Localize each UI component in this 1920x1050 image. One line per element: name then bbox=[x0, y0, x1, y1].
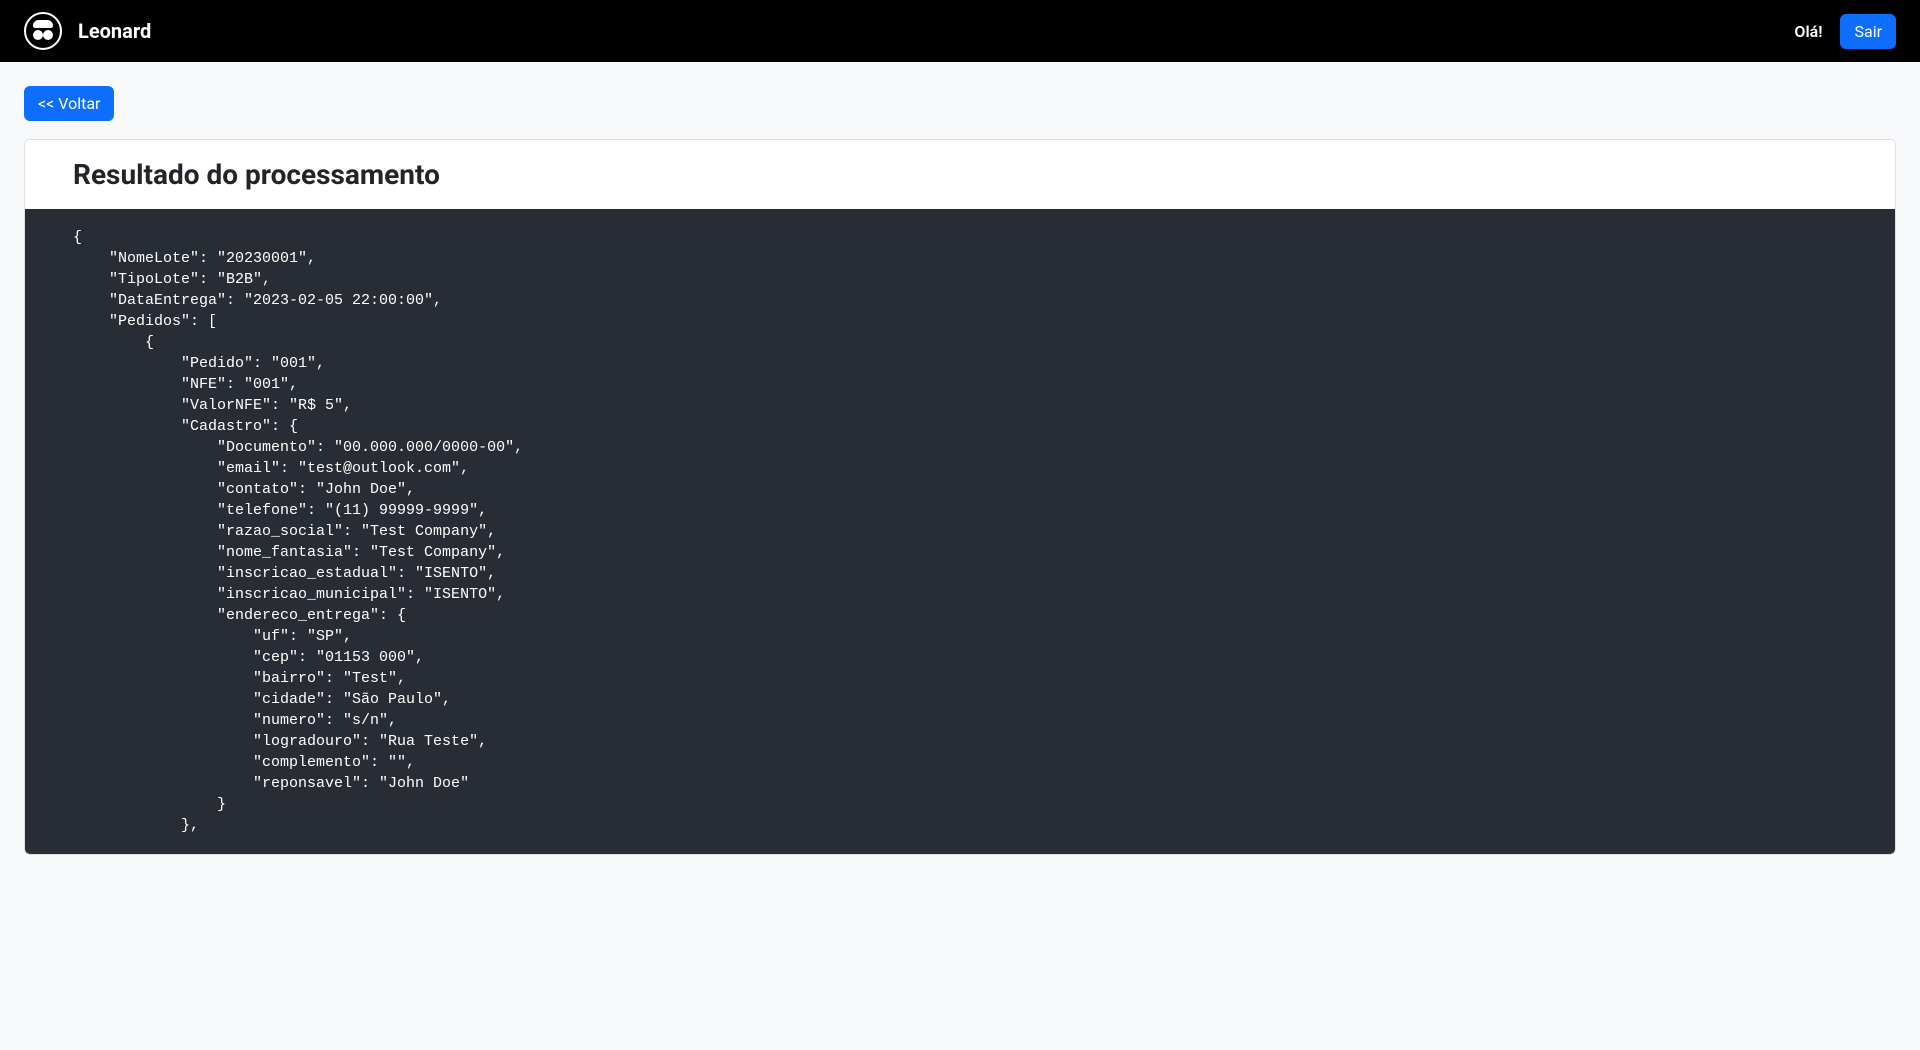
navbar-right: Olá! Sair bbox=[1794, 14, 1896, 49]
user-greeting: Olá! bbox=[1794, 22, 1822, 41]
card-title: Resultado do processamento bbox=[73, 158, 1847, 191]
back-button[interactable]: << Voltar bbox=[24, 86, 114, 121]
card-header: Resultado do processamento bbox=[25, 140, 1895, 209]
logout-button[interactable]: Sair bbox=[1840, 14, 1896, 49]
navbar: Leonard Olá! Sair bbox=[0, 0, 1920, 62]
brand-name[interactable]: Leonard bbox=[78, 19, 151, 43]
code-output: { "NomeLote": "20230001", "TipoLote": "B… bbox=[25, 209, 1895, 854]
brand-logo-icon[interactable] bbox=[24, 12, 62, 50]
main-content: << Voltar Resultado do processamento { "… bbox=[0, 62, 1920, 879]
navbar-left: Leonard bbox=[24, 12, 151, 50]
result-card: Resultado do processamento { "NomeLote":… bbox=[24, 139, 1896, 855]
